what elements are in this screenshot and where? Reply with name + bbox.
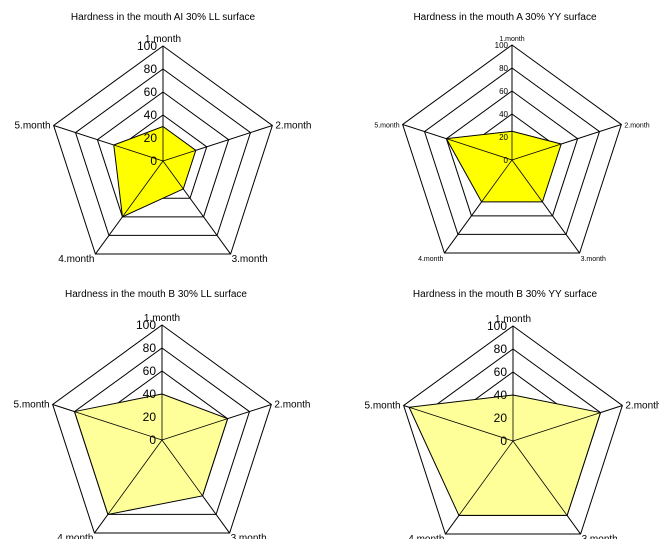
grid-ring	[403, 325, 623, 535]
data-spoke	[446, 138, 513, 161]
data-spoke	[122, 160, 164, 218]
tick-label: 20	[499, 133, 508, 142]
data-spoke	[458, 440, 514, 516]
axis-label: 5.month	[14, 120, 50, 131]
axis-label: 1.month	[499, 36, 524, 43]
axis-label: 2.month	[624, 122, 649, 129]
axis-label: 4.month	[58, 254, 94, 265]
axis-label: 1.month	[495, 314, 531, 325]
data-area	[408, 394, 602, 516]
axis-label: 4.month	[418, 256, 443, 263]
data-spoke	[408, 406, 514, 442]
tick-label: 60	[144, 85, 158, 99]
tick-label: 0	[150, 154, 157, 168]
tick-label: 0	[504, 156, 509, 165]
data-spoke	[481, 159, 513, 203]
axis-label: 2.month	[274, 399, 310, 410]
tick-label: 80	[499, 64, 508, 73]
tick-label: 60	[143, 364, 157, 378]
tick-label: 40	[144, 108, 158, 122]
tick-label: 80	[143, 341, 157, 355]
tick-label: 100	[487, 319, 507, 333]
axis-label: 5.month	[13, 399, 49, 410]
axis-label: 1.month	[144, 313, 180, 324]
data-spoke	[107, 439, 163, 515]
axis-label: 3.month	[581, 256, 606, 263]
radar-chart-a-yy: Hardness in the mouth A 30% YY surface 0…	[374, 12, 649, 263]
axis-label: 2.month	[275, 120, 311, 131]
data-spoke	[512, 440, 568, 516]
data-spoke	[74, 411, 163, 441]
grid-ring	[423, 67, 601, 235]
chart-title: Hardness in the mouth A 30% YY surface	[413, 12, 597, 23]
axis-label: 4.month	[408, 534, 444, 539]
tick-label: 80	[144, 62, 158, 76]
data-spoke	[161, 418, 228, 441]
data-spoke	[161, 439, 203, 497]
data-spoke	[162, 160, 184, 190]
tick-label: 40	[143, 387, 157, 401]
tick-label: 40	[494, 388, 508, 402]
data-spoke	[512, 412, 601, 442]
axis-label: 3.month	[582, 534, 618, 539]
grid-ring	[445, 90, 579, 217]
tick-label: 20	[144, 131, 158, 145]
data-spoke	[511, 143, 562, 161]
tick-label: 100	[495, 41, 509, 50]
radar-chart-b-ll: Hardness in the mouth B 30% LL surface 0…	[13, 289, 310, 539]
tick-label: 20	[143, 410, 157, 424]
grid-ring	[52, 324, 272, 534]
radar-chart-b-yy: Hardness in the mouth B 30% YY surface 0…	[364, 289, 659, 539]
tick-label: 100	[137, 39, 157, 53]
data-spoke	[162, 149, 196, 162]
axis-label: 3.month	[232, 254, 268, 265]
axis-label: 5.month	[364, 400, 400, 411]
axis-label: 3.month	[231, 533, 267, 539]
axis-label: 2.month	[625, 400, 659, 411]
tick-label: 80	[494, 342, 508, 356]
axis-label: 1.month	[145, 34, 181, 45]
grid-ring	[402, 44, 622, 254]
axis-label: 4.month	[57, 533, 93, 539]
tick-label: 0	[149, 433, 156, 447]
grid-ring	[74, 68, 252, 236]
chart-title: Hardness in the mouth B 30% LL surface	[65, 289, 247, 300]
chart-title: Hardness in the mouth B 30% YY surface	[413, 289, 598, 300]
tick-label: 100	[136, 318, 156, 332]
grid-ring	[53, 45, 273, 255]
radar-chart-ai-ll: Hardness in the mouth AI 30% LL surface …	[14, 12, 311, 265]
tick-label: 60	[499, 87, 508, 96]
tick-label: 0	[500, 434, 507, 448]
data-spoke	[511, 159, 543, 203]
grid-ring	[96, 91, 230, 218]
tick-label: 60	[494, 365, 508, 379]
grid-ring	[73, 347, 251, 515]
tick-label: 40	[499, 110, 508, 119]
axis-label: 5.month	[374, 122, 399, 129]
tick-label: 20	[494, 411, 508, 425]
data-area	[445, 130, 562, 203]
data-spoke	[113, 144, 164, 162]
chart-title: Hardness in the mouth AI 30% LL surface	[71, 12, 256, 23]
